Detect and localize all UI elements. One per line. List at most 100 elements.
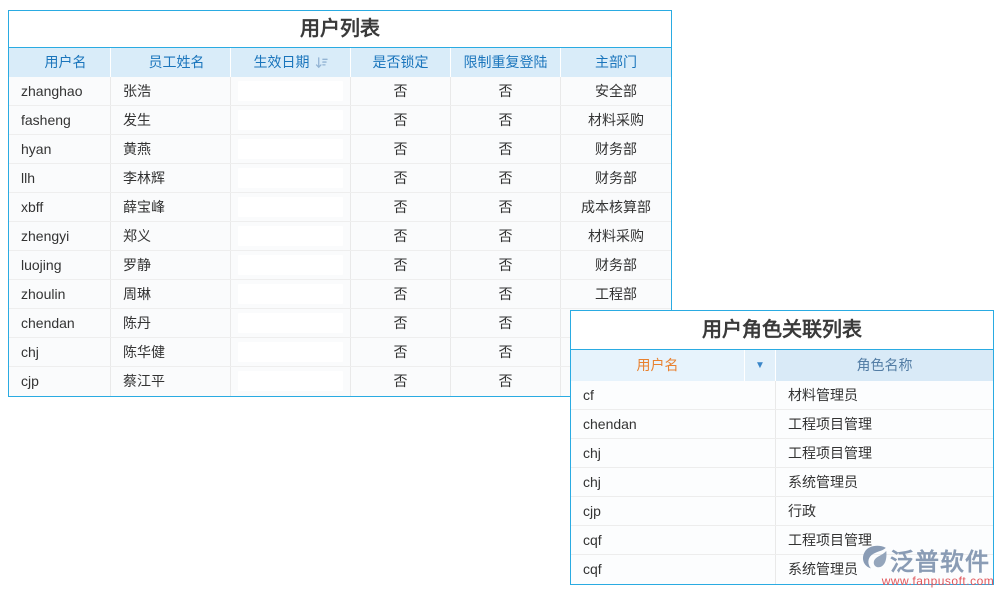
- sort-descending-icon[interactable]: [315, 56, 328, 69]
- cell-is-locked: 否: [351, 77, 451, 105]
- cell-employee-name: 周琳: [111, 280, 231, 308]
- column-header-role-name[interactable]: 角色名称: [776, 350, 993, 381]
- cell-effective-date: [231, 338, 351, 366]
- table-row[interactable]: zhoulin 周琳 否 否 工程部: [9, 280, 671, 309]
- user-list-title: 用户列表: [9, 11, 671, 48]
- effective-date-field[interactable]: [238, 255, 343, 275]
- effective-date-field[interactable]: [238, 313, 343, 333]
- table-row[interactable]: cqf 系统管理员: [571, 555, 993, 584]
- cell-restrict-duplicate-login: 否: [451, 251, 561, 279]
- cell-is-locked: 否: [351, 280, 451, 308]
- cell-role-name: 工程项目管理: [788, 445, 872, 461]
- cell-main-department: 材料采购: [588, 228, 644, 244]
- cell-employee-name: 李林辉: [111, 164, 231, 192]
- table-row[interactable]: chendan 陈丹 否 否: [9, 309, 671, 338]
- cell-is-locked: 否: [351, 193, 451, 221]
- cell-effective-date: [231, 77, 351, 105]
- effective-date-field[interactable]: [238, 168, 343, 188]
- table-row[interactable]: chj 系统管理员: [571, 468, 993, 497]
- table-row[interactable]: cjp 行政: [571, 497, 993, 526]
- chevron-down-icon: ▼: [755, 359, 765, 371]
- table-row[interactable]: cf 材料管理员: [571, 381, 993, 410]
- table-row[interactable]: zhengyi 郑义 否 否 材料采购: [9, 222, 671, 251]
- column-header-employee-name[interactable]: 员工姓名: [111, 48, 231, 77]
- fanpu-logo-icon: [860, 543, 888, 576]
- cell-effective-date: [231, 222, 351, 250]
- table-row[interactable]: xbff 薛宝峰 否 否 成本核算部: [9, 193, 671, 222]
- effective-date-field[interactable]: [238, 284, 343, 304]
- cell-is-locked: 否: [351, 367, 451, 396]
- cell-role-name: 工程项目管理: [788, 416, 872, 432]
- cell-role-name: 系统管理员: [788, 474, 858, 490]
- cell-restrict-duplicate-login: 否: [451, 338, 561, 366]
- cell-restrict-duplicate-login: 否: [451, 309, 561, 337]
- cell-employee-name: 郑义: [111, 222, 231, 250]
- cell-effective-date: [231, 309, 351, 337]
- effective-date-field[interactable]: [238, 371, 343, 391]
- user-list-table: 用户列表 用户名 员工姓名 生效日期 是否锁定 限制重复登陆 主部门: [8, 10, 672, 397]
- cell-is-locked: 否: [351, 338, 451, 366]
- cell-username: chj: [571, 439, 776, 467]
- column-header-main-department[interactable]: 主部门: [595, 54, 637, 70]
- effective-date-field[interactable]: [238, 342, 343, 362]
- effective-date-field[interactable]: [238, 226, 343, 246]
- cell-employee-name: 陈华健: [111, 338, 231, 366]
- cell-username: zhengyi: [9, 222, 111, 250]
- column-header-is-locked[interactable]: 是否锁定: [351, 48, 451, 77]
- cell-role-name: 材料管理员: [788, 387, 858, 403]
- cell-restrict-duplicate-login: 否: [451, 164, 561, 192]
- cell-username: hyan: [9, 135, 111, 163]
- user-role-title: 用户角色关联列表: [571, 311, 993, 350]
- cell-role-name: 工程项目管理: [788, 532, 872, 548]
- cell-username: chendan: [9, 309, 111, 337]
- table-row[interactable]: hyan 黄燕 否 否 财务部: [9, 135, 671, 164]
- cell-username: luojing: [9, 251, 111, 279]
- column-header-restrict-duplicate-login[interactable]: 限制重复登陆: [451, 48, 561, 77]
- effective-date-field[interactable]: [238, 81, 343, 101]
- cell-username: zhoulin: [9, 280, 111, 308]
- cell-role-name: 行政: [788, 503, 816, 519]
- cell-effective-date: [231, 251, 351, 279]
- cell-username: xbff: [9, 193, 111, 221]
- cell-username: cqf: [571, 526, 776, 554]
- effective-date-field[interactable]: [238, 197, 343, 217]
- effective-date-field[interactable]: [238, 139, 343, 159]
- table-row[interactable]: chj 陈华健 否 否: [9, 338, 671, 367]
- table-row[interactable]: fasheng 发生 否 否 材料采购: [9, 106, 671, 135]
- filter-dropdown-button[interactable]: ▼: [745, 350, 776, 381]
- cell-effective-date: [231, 164, 351, 192]
- cell-effective-date: [231, 367, 351, 396]
- cell-main-department: 成本核算部: [581, 199, 651, 215]
- cell-effective-date: [231, 135, 351, 163]
- cell-is-locked: 否: [351, 309, 451, 337]
- cell-username: cjp: [9, 367, 111, 396]
- cell-role-name: 系统管理员: [788, 561, 858, 577]
- cell-employee-name: 蔡江平: [111, 367, 231, 396]
- effective-date-field[interactable]: [238, 110, 343, 130]
- table-row[interactable]: luojing 罗静 否 否 财务部: [9, 251, 671, 280]
- table-row[interactable]: llh 李林辉 否 否 财务部: [9, 164, 671, 193]
- cell-main-department: 财务部: [595, 170, 637, 186]
- table-row[interactable]: chj 工程项目管理: [571, 439, 993, 468]
- cell-restrict-duplicate-login: 否: [451, 280, 561, 308]
- cell-is-locked: 否: [351, 222, 451, 250]
- watermark-brand-text: 泛普软件: [890, 549, 990, 576]
- user-role-header-row: 用户名 ▼ 角色名称: [571, 350, 993, 381]
- table-row[interactable]: zhanghao 张浩 否 否 安全部: [9, 77, 671, 106]
- cell-main-department: 安全部: [595, 83, 637, 99]
- cell-effective-date: [231, 193, 351, 221]
- cell-is-locked: 否: [351, 164, 451, 192]
- table-row[interactable]: cqf 工程项目管理: [571, 526, 993, 555]
- cell-restrict-duplicate-login: 否: [451, 222, 561, 250]
- column-header-effective-date[interactable]: 生效日期: [231, 48, 351, 77]
- column-header-username[interactable]: 用户名: [571, 350, 745, 381]
- cell-employee-name: 薛宝峰: [111, 193, 231, 221]
- cell-username: cf: [571, 381, 776, 409]
- cell-effective-date: [231, 106, 351, 134]
- table-row[interactable]: cjp 蔡江平 否 否: [9, 367, 671, 396]
- column-header-username[interactable]: 用户名: [9, 48, 111, 77]
- table-row[interactable]: chendan 工程项目管理: [571, 410, 993, 439]
- cell-username: fasheng: [9, 106, 111, 134]
- cell-restrict-duplicate-login: 否: [451, 106, 561, 134]
- cell-is-locked: 否: [351, 251, 451, 279]
